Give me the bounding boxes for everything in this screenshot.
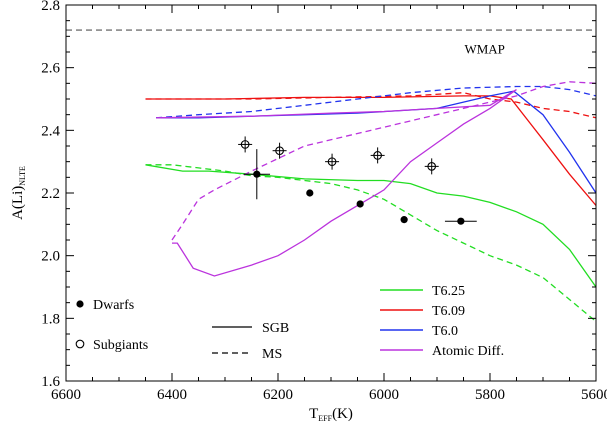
y-tick-label: 2.6 <box>41 61 60 77</box>
legend-model-label: Atomic Diff. <box>432 344 504 359</box>
subgiant-point <box>373 151 382 160</box>
subgiant-point <box>240 140 250 149</box>
axis-ticks: 6600 6400 6200 6000 5800 5600 1.6 1.8 2.0 2.2 2.4 2… <box>41 0 607 403</box>
legend: Dwarfs Subgiants SGB MS T6.25 T6.09 T6.0 Atomic… <box>75 284 504 362</box>
x-tick-label: 6600 <box>51 387 81 403</box>
wmap-reference: WMAP <box>66 29 596 57</box>
series-atomic-diff-sgb <box>156 89 517 277</box>
x-tick-label: 5600 <box>581 387 607 403</box>
dwarf-point <box>306 189 314 197</box>
series-t6-25-ms <box>145 164 596 323</box>
legend-model-label: T6.0 <box>432 324 458 339</box>
wmap-label: WMAP <box>464 42 504 57</box>
dwarf-point <box>457 217 465 225</box>
legend-style-label: MS <box>262 347 282 362</box>
y-tick-label: 1.8 <box>41 311 60 327</box>
x-tick-label: 5800 <box>475 387 505 403</box>
x-tick-label: 6200 <box>263 387 293 403</box>
legend-style-label: SGB <box>262 321 289 336</box>
series-t6-0-ms <box>156 85 596 119</box>
plot-frame <box>65 4 597 382</box>
dwarf-point <box>253 170 261 178</box>
legend-dwarf-marker <box>76 300 84 308</box>
x-axis-label: TEFF(K) <box>309 406 353 423</box>
y-tick-label: 2.4 <box>41 123 60 139</box>
subgiant-point <box>275 146 284 156</box>
y-tick-label: 1.6 <box>41 374 60 390</box>
legend-symbol-label: Subgiants <box>93 338 148 353</box>
subgiant-point <box>427 162 437 171</box>
y-axis-label: A(Li)NLTE <box>10 166 27 220</box>
legend-symbol-label: Dwarfs <box>93 298 134 313</box>
dwarf-point <box>400 216 408 224</box>
y-tick-label: 2.0 <box>41 249 60 265</box>
x-tick-label: 6400 <box>157 387 187 403</box>
series-t6-0-sgb <box>156 90 596 194</box>
y-tick-label: 2.8 <box>41 0 60 14</box>
dwarf-point <box>356 200 364 208</box>
legend-model-label: T6.25 <box>432 284 465 299</box>
data-points <box>238 136 477 225</box>
series-t6-25-sgb <box>145 164 596 288</box>
model-curves <box>145 81 596 323</box>
series-t6-09-ms <box>145 92 596 119</box>
legend-model-label: T6.09 <box>432 304 465 319</box>
y-tick-label: 2.2 <box>41 186 60 202</box>
legend-subgiant-marker <box>75 339 85 349</box>
series-atomic-diff-ms <box>171 81 596 241</box>
x-tick-label: 6000 <box>369 387 399 403</box>
subgiant-point <box>327 157 337 167</box>
